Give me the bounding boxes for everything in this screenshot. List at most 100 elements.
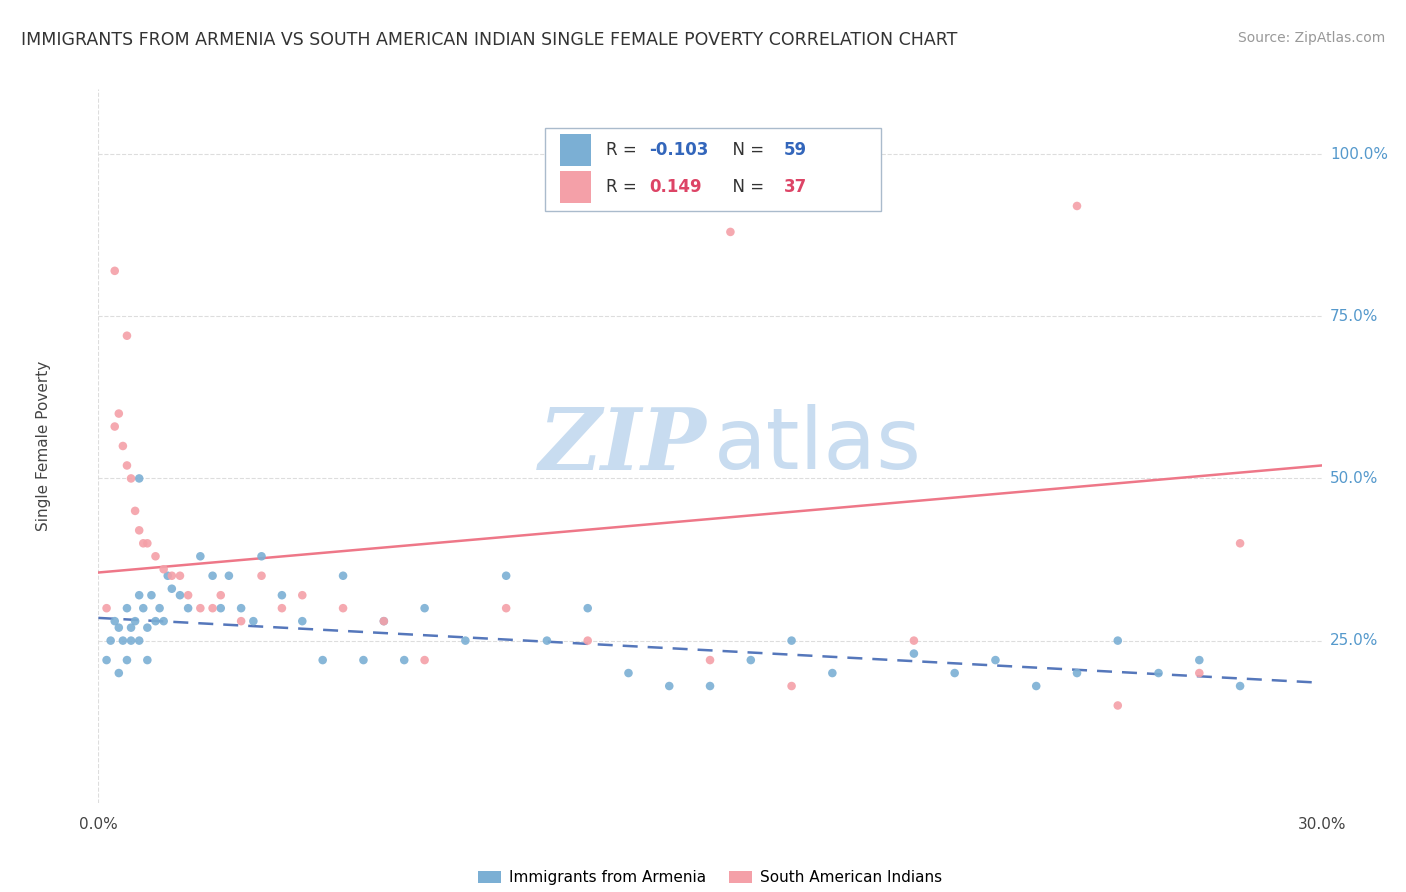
Point [108, 621, 131, 635]
Point [108, 407, 131, 421]
Point [111, 439, 134, 453]
Point [270, 601, 294, 615]
Point [699, 653, 721, 667]
Text: N =: N = [723, 178, 769, 196]
Text: ZIP: ZIP [538, 404, 706, 488]
Point [141, 588, 163, 602]
Point [1066, 666, 1088, 681]
Text: 37: 37 [783, 178, 807, 196]
Point [1066, 199, 1088, 213]
Point [740, 653, 762, 667]
Point [115, 458, 138, 473]
Point [943, 666, 966, 681]
FancyBboxPatch shape [560, 171, 592, 202]
Point [903, 647, 925, 661]
Point [108, 666, 131, 681]
Point [136, 536, 159, 550]
Text: 75.0%: 75.0% [1330, 309, 1378, 324]
Point [156, 568, 179, 582]
Point [111, 633, 134, 648]
Point [218, 568, 240, 582]
Point [576, 601, 599, 615]
Point [104, 614, 127, 628]
Point [188, 549, 212, 564]
FancyBboxPatch shape [560, 134, 592, 166]
Text: R =: R = [606, 141, 643, 159]
Point [177, 588, 200, 602]
Point [373, 614, 395, 628]
Point [160, 568, 183, 582]
Point [96, 601, 118, 615]
Text: Single Female Poverty: Single Female Poverty [37, 361, 51, 531]
Point [136, 621, 159, 635]
Point [201, 568, 224, 582]
Point [1188, 666, 1211, 681]
Point [209, 601, 232, 615]
Point [104, 264, 127, 278]
Text: 100.0%: 100.0% [1330, 146, 1388, 161]
Point [699, 679, 721, 693]
Point [136, 653, 159, 667]
Point [718, 225, 742, 239]
Point [413, 601, 436, 615]
Point [1188, 653, 1211, 667]
Point [96, 653, 118, 667]
Text: -0.103: -0.103 [648, 141, 709, 159]
Point [312, 653, 335, 667]
Point [104, 419, 127, 434]
Point [1025, 679, 1047, 693]
Point [1229, 679, 1251, 693]
Point [201, 601, 224, 615]
Point [132, 536, 155, 550]
Point [495, 568, 517, 582]
Text: 30.0%: 30.0% [1298, 817, 1346, 831]
Point [250, 568, 273, 582]
Point [658, 679, 681, 693]
Point [128, 471, 150, 485]
Point [392, 653, 416, 667]
Point [145, 614, 167, 628]
Point [454, 633, 477, 648]
Point [100, 633, 122, 648]
FancyBboxPatch shape [546, 128, 882, 211]
Text: Source: ZipAtlas.com: Source: ZipAtlas.com [1237, 31, 1385, 45]
Point [231, 601, 253, 615]
Point [617, 666, 640, 681]
Point [128, 588, 150, 602]
Text: R =: R = [606, 178, 643, 196]
Text: 25.0%: 25.0% [1330, 633, 1378, 648]
Point [821, 666, 844, 681]
Point [780, 679, 803, 693]
Point [250, 549, 273, 564]
Point [270, 588, 294, 602]
Point [124, 614, 146, 628]
Point [291, 614, 314, 628]
Point [780, 633, 803, 648]
Legend: Immigrants from Armenia, South American Indians: Immigrants from Armenia, South American … [472, 864, 948, 891]
Point [495, 601, 517, 615]
Point [188, 601, 212, 615]
Point [536, 633, 558, 648]
Point [1107, 633, 1129, 648]
Point [160, 582, 183, 596]
Point [152, 562, 174, 576]
Point [152, 614, 174, 628]
Point [128, 633, 150, 648]
Point [231, 614, 253, 628]
Point [132, 601, 155, 615]
Point [413, 653, 436, 667]
Point [149, 601, 172, 615]
Point [1229, 536, 1251, 550]
Point [115, 601, 138, 615]
Point [120, 471, 142, 485]
Point [169, 568, 191, 582]
Point [576, 633, 599, 648]
Point [1147, 666, 1170, 681]
Point [177, 601, 200, 615]
Point [209, 588, 232, 602]
Point [332, 601, 354, 615]
Text: 0.149: 0.149 [648, 178, 702, 196]
Point [332, 568, 354, 582]
Text: N =: N = [723, 141, 769, 159]
Point [291, 588, 314, 602]
